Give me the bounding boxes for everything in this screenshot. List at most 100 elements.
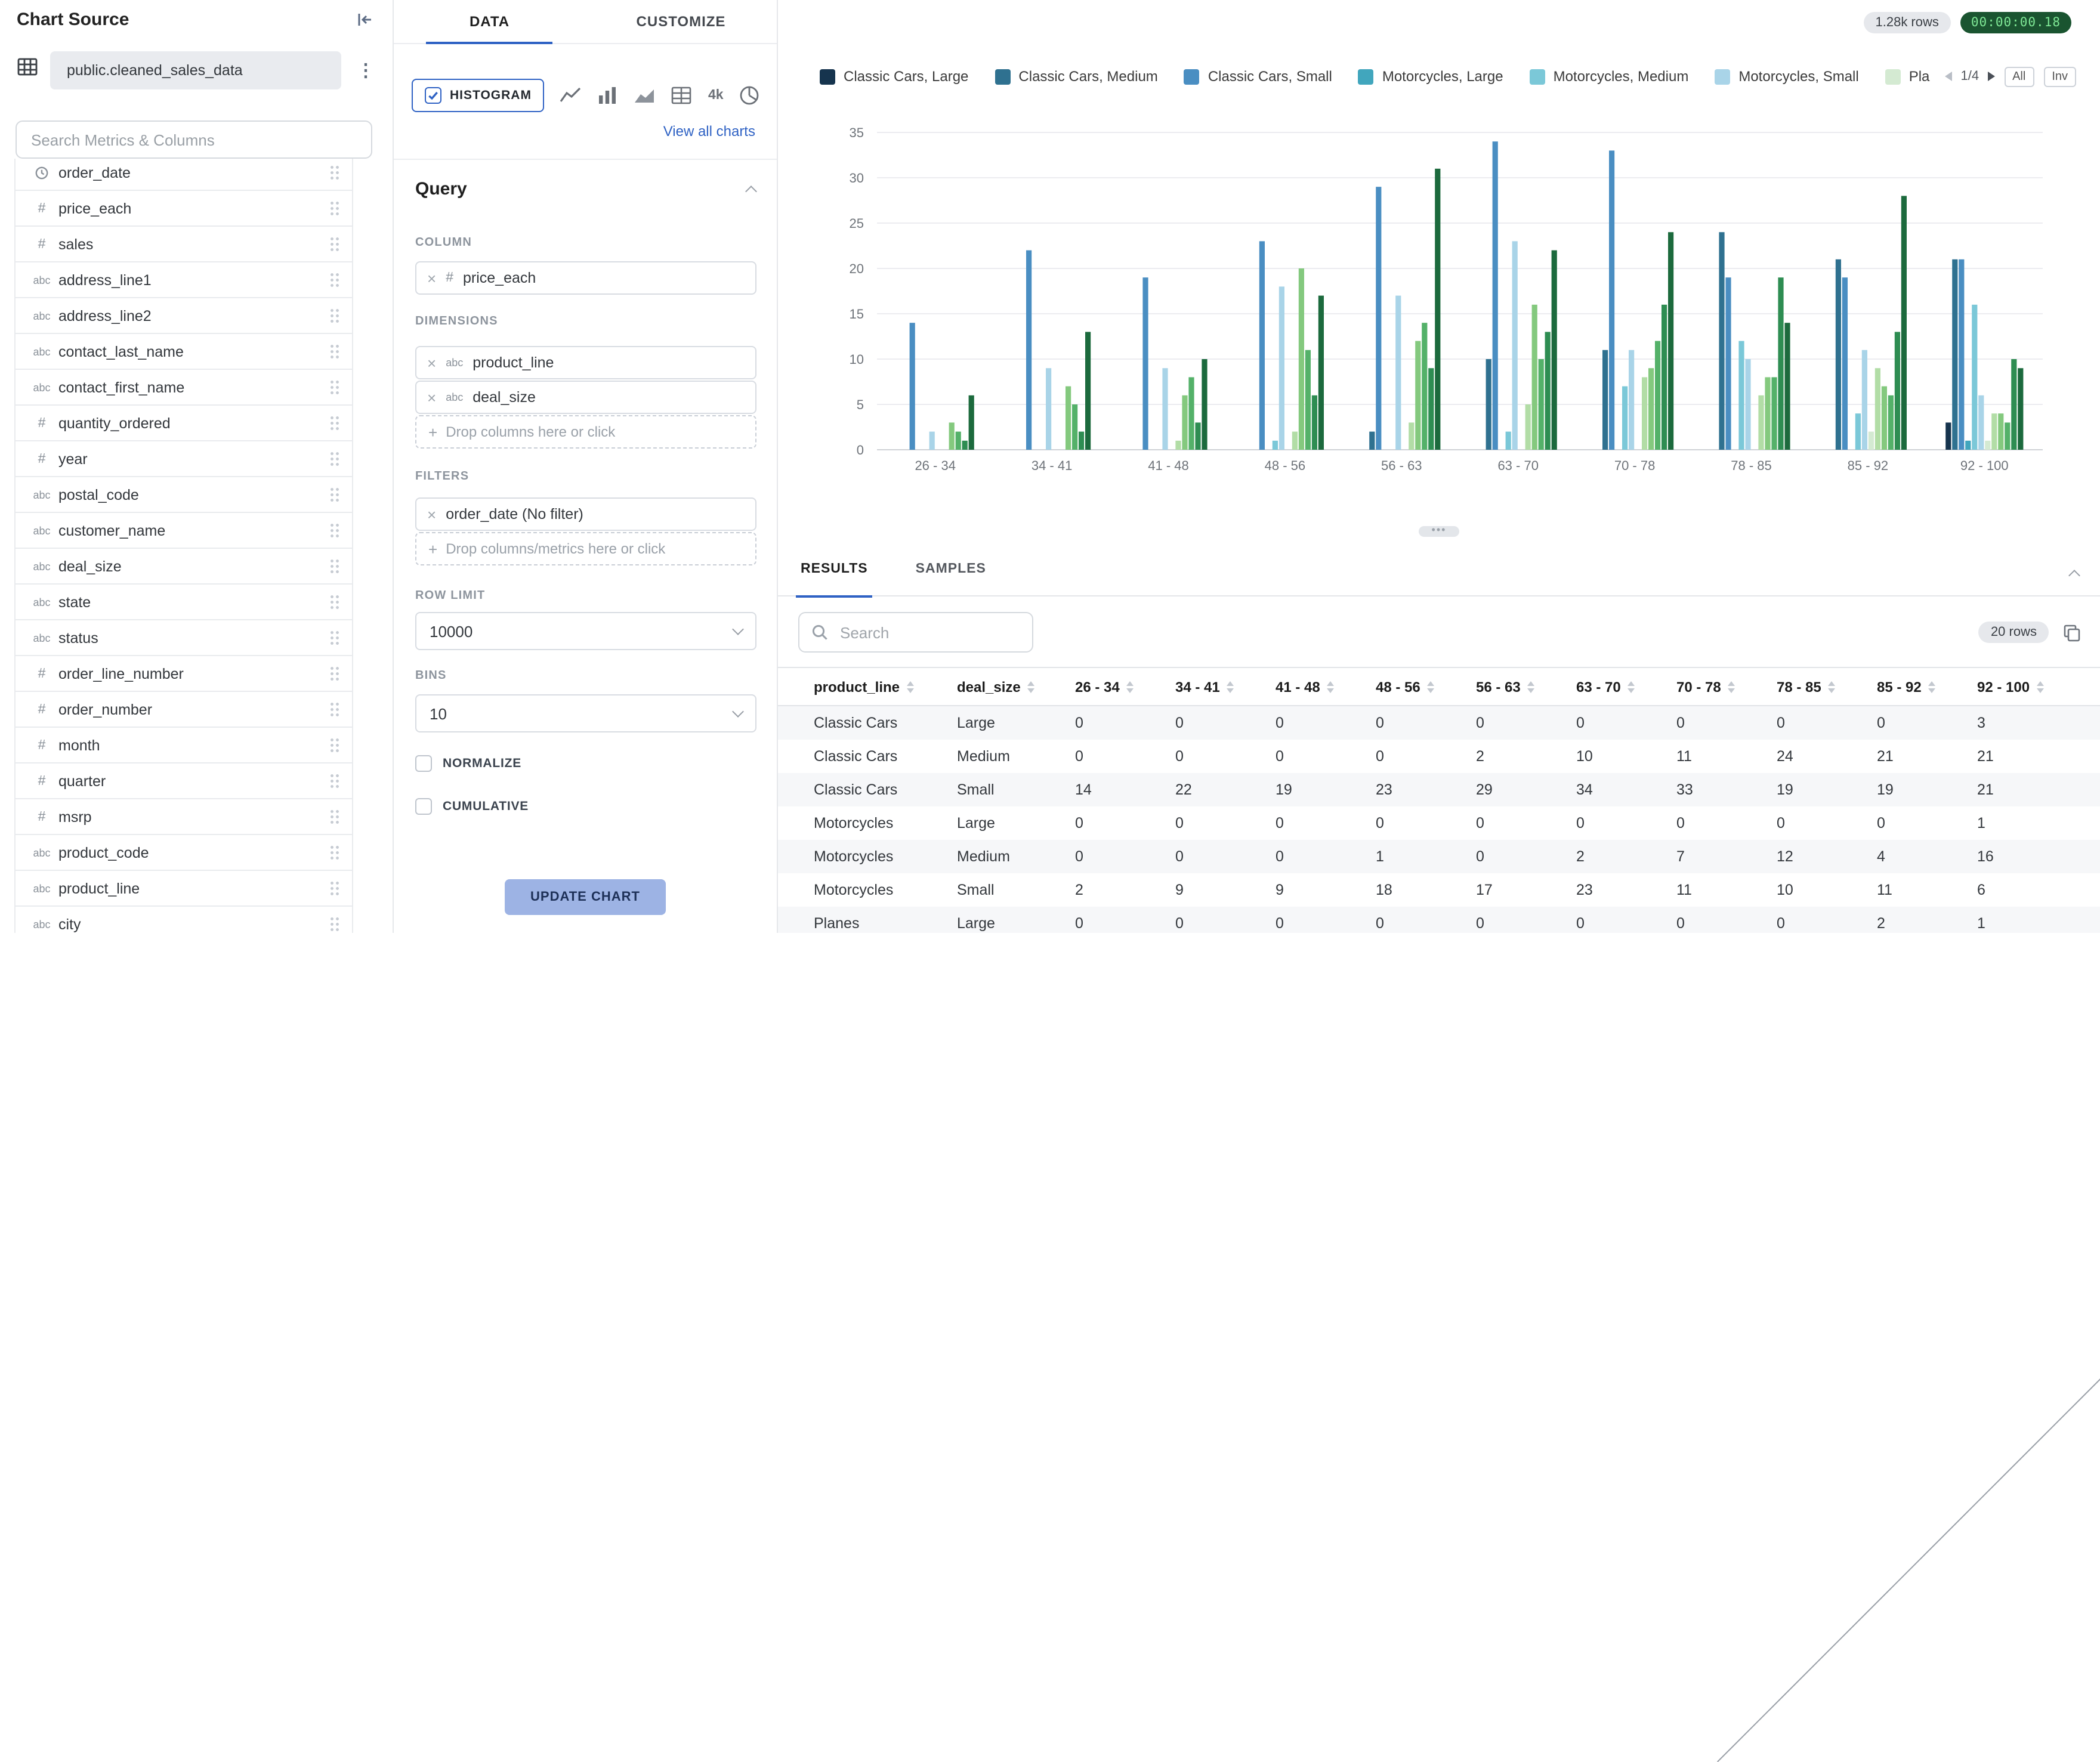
column-item[interactable]: # quarter [14, 762, 353, 799]
drag-handle-icon[interactable] [329, 308, 340, 323]
legend-item[interactable]: Classic Cars, Large [820, 68, 968, 85]
column-header[interactable]: 56 - 63 [1476, 667, 1576, 706]
legend-item[interactable]: Planes, Large [1885, 68, 1931, 85]
column-item[interactable]: abc city [14, 905, 353, 933]
row-limit-select[interactable]: 10000 [415, 612, 756, 650]
column-item[interactable]: # price_each [14, 190, 353, 227]
dimension-control[interactable]: × abc deal_size [415, 51, 2100, 1646]
line-chart-icon[interactable] [560, 85, 582, 106]
legend-item[interactable]: Classic Cars, Medium [995, 68, 1158, 85]
column-item[interactable]: # sales [14, 225, 353, 262]
table-row[interactable]: Classic Cars Small 14 22 19 23 29 34 33 19 19 21 [778, 772, 2100, 806]
pie-chart-icon[interactable] [739, 85, 761, 106]
drag-handle-icon[interactable] [329, 379, 340, 395]
drag-handle-icon[interactable] [329, 200, 340, 216]
bar-chart-icon[interactable] [597, 85, 619, 106]
drag-handle-icon[interactable] [329, 558, 340, 574]
column-header[interactable]: 34 - 41 [1175, 667, 1276, 706]
drag-handle-icon[interactable] [329, 737, 340, 753]
table-row[interactable]: Classic Cars Medium 0 0 0 0 2 10 11 24 21 21 [778, 739, 2100, 772]
tab-data[interactable]: DATA [394, 0, 585, 44]
remove-icon[interactable]: × [427, 269, 437, 287]
drag-handle-icon[interactable] [329, 630, 340, 645]
drag-handle-icon[interactable] [329, 880, 340, 896]
column-item[interactable]: abc deal_size [14, 548, 353, 585]
column-item[interactable]: abc customer_name [14, 512, 353, 549]
tab-samples[interactable]: SAMPLES [913, 543, 989, 596]
results-search-input[interactable] [838, 622, 1020, 642]
drag-handle-icon[interactable] [329, 701, 340, 717]
column-item[interactable]: abc postal_code [14, 476, 353, 513]
legend-item[interactable]: Motorcycles, Large [1358, 68, 1503, 85]
table-icon[interactable] [671, 85, 693, 106]
column-header[interactable]: 78 - 85 [1777, 667, 1877, 706]
collapse-panel-icon[interactable] [356, 11, 373, 35]
legend-item[interactable]: Classic Cars, Small [1184, 68, 1332, 85]
table-row[interactable]: Motorcycles Medium 0 0 0 1 0 2 7 12 4 16 [778, 839, 2100, 873]
dataset-menu-icon[interactable]: ⋮ [357, 60, 375, 81]
metrics-search-input[interactable] [16, 120, 372, 159]
bins-select[interactable]: 10 [415, 694, 756, 732]
legend-prev-icon[interactable] [1945, 72, 1953, 81]
normalize-checkbox[interactable]: NORMALIZE [415, 754, 521, 773]
collapse-section-icon[interactable] [745, 185, 757, 197]
drag-handle-icon[interactable] [329, 523, 340, 538]
drag-handle-icon[interactable] [329, 773, 340, 789]
update-chart-button[interactable]: UPDATE CHART [504, 879, 666, 915]
column-item[interactable]: # msrp [14, 798, 353, 835]
big-number-icon[interactable]: 4k [708, 88, 724, 103]
drag-handle-icon[interactable] [329, 272, 340, 288]
column-item[interactable]: # month [14, 727, 353, 763]
legend-item[interactable]: Motorcycles, Small [1715, 68, 1859, 85]
legend-item[interactable]: Motorcycles, Medium [1529, 68, 1688, 85]
column-item[interactable]: abc state [14, 583, 353, 620]
copy-icon[interactable] [2063, 623, 2081, 641]
table-row[interactable]: Planes Large 0 0 0 0 0 0 0 0 2 1 [778, 906, 2100, 933]
drag-handle-icon[interactable] [329, 845, 340, 860]
cumulative-checkbox[interactable]: CUMULATIVE [415, 797, 529, 816]
drag-handle-icon[interactable] [329, 415, 340, 431]
column-item[interactable]: order_date [14, 159, 353, 191]
column-control[interactable]: × # price_each [415, 0, 2100, 1526]
column-item[interactable]: abc product_line [14, 870, 353, 907]
tab-customize[interactable]: CUSTOMIZE [585, 0, 777, 43]
dimensions-dropzone[interactable]: + Drop columns here or click [415, 415, 756, 449]
drag-handle-icon[interactable] [329, 451, 340, 466]
remove-icon[interactable]: × [427, 388, 437, 406]
column-header[interactable]: product_line [778, 667, 957, 706]
drag-handle-icon[interactable] [329, 594, 340, 610]
drag-handle-icon[interactable] [329, 916, 340, 932]
drag-handle-icon[interactable] [329, 165, 340, 180]
column-item[interactable]: abc address_line2 [14, 297, 353, 334]
legend-next-icon[interactable] [1987, 72, 1995, 81]
drag-handle-icon[interactable] [329, 487, 340, 502]
column-header[interactable]: 48 - 56 [1376, 667, 1476, 706]
column-item[interactable]: abc contact_first_name [14, 369, 353, 406]
resize-handle[interactable]: ••• [1419, 524, 1459, 537]
viz-type-histogram-button[interactable]: HISTOGRAM [412, 79, 545, 112]
drag-handle-icon[interactable] [329, 236, 340, 252]
column-item[interactable]: abc status [14, 619, 353, 656]
area-chart-icon[interactable] [634, 85, 656, 106]
legend-select-all-button[interactable]: All [2004, 66, 2034, 86]
column-item[interactable]: # year [14, 440, 353, 477]
collapse-results-icon[interactable] [2068, 570, 2080, 582]
column-header[interactable]: 85 - 92 [1877, 667, 1977, 706]
column-item[interactable]: abc address_line1 [14, 261, 353, 298]
column-header[interactable]: 41 - 48 [1276, 667, 1376, 706]
column-item[interactable]: abc contact_last_name [14, 333, 353, 370]
column-header[interactable]: 92 - 100 [1977, 667, 2100, 706]
legend-invert-button[interactable]: Inv [2043, 66, 2076, 86]
column-item[interactable]: # order_line_number [14, 655, 353, 692]
drag-handle-icon[interactable] [329, 809, 340, 824]
column-item[interactable]: abc product_code [14, 834, 353, 871]
column-header[interactable]: 63 - 70 [1576, 667, 1676, 706]
dimension-control[interactable]: × abc product_line [415, 16, 2100, 1611]
dataset-name[interactable]: public.cleaned_sales_data [50, 51, 341, 89]
column-item[interactable]: # order_number [14, 691, 353, 728]
table-row[interactable]: Classic Cars Large 0 0 0 0 0 0 0 0 0 3 [778, 706, 2100, 739]
filters-dropzone[interactable]: + Drop columns/metrics here or click [415, 532, 756, 565]
column-header[interactable]: 26 - 34 [1075, 667, 1175, 706]
remove-icon[interactable]: × [427, 354, 437, 372]
remove-icon[interactable]: × [427, 505, 437, 523]
